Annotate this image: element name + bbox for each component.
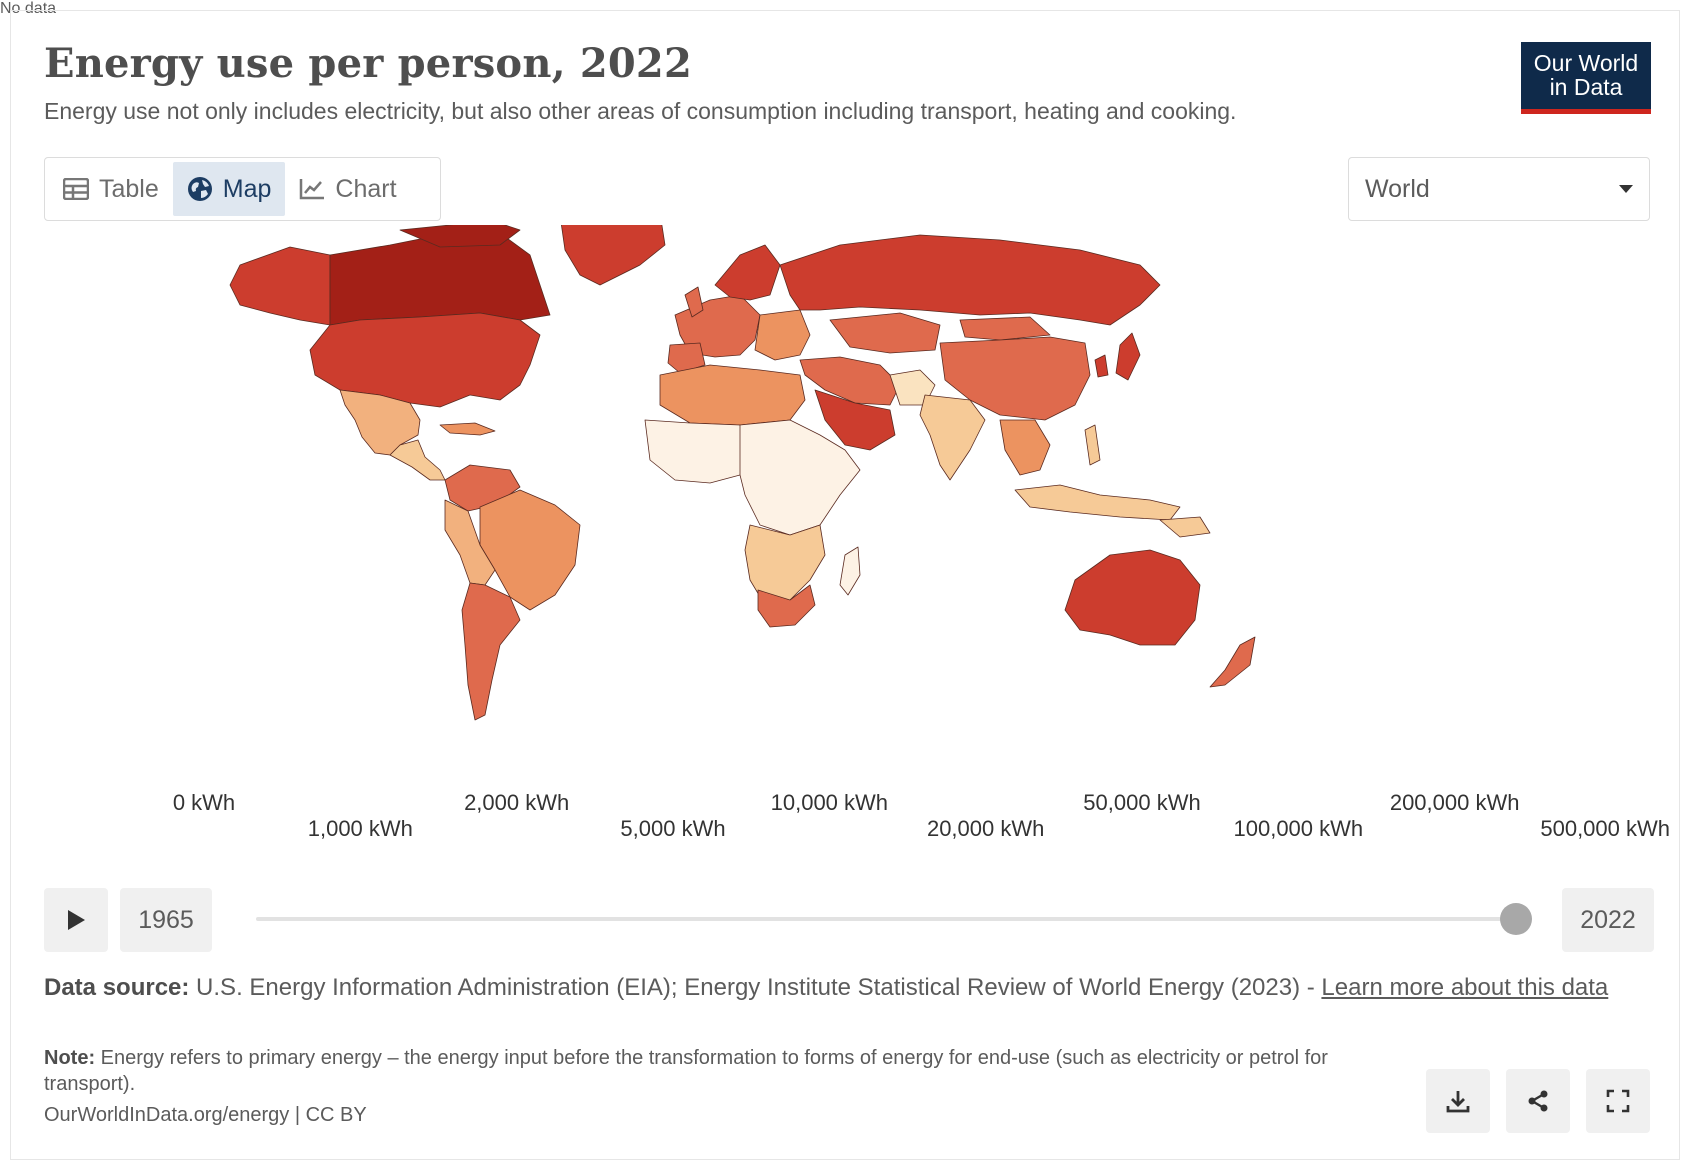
legend-label: 1,000 kWh: [307, 816, 413, 841]
legend-label: 100,000 kWh: [1233, 816, 1364, 841]
owid-logo[interactable]: Our World in Data: [1521, 42, 1651, 114]
note-text: Energy refers to primary energy – the en…: [44, 1047, 1328, 1095]
view-tabs: Table Map Chart: [44, 157, 441, 221]
region-kazakhstan[interactable]: [829, 312, 941, 354]
region-philippines[interactable]: [1084, 424, 1101, 466]
region-australia[interactable]: [1064, 549, 1201, 646]
table-icon: [63, 178, 89, 200]
region-japan[interactable]: [1115, 332, 1141, 381]
legend-label: 0 kWh: [172, 790, 236, 815]
learn-more-link[interactable]: Learn more about this data: [1321, 974, 1609, 1001]
region-caribbean[interactable]: [439, 422, 496, 436]
region-russia[interactable]: [779, 234, 1161, 326]
region-china[interactable]: [939, 336, 1091, 421]
source-text: U.S. Energy Information Administration (…: [189, 974, 1322, 1001]
timeline-handle[interactable]: [1500, 903, 1532, 935]
region-afghanistan-pakistan[interactable]: [889, 369, 936, 406]
logo-line-1: Our World: [1533, 50, 1639, 76]
page-title: Energy use per person, 2022: [44, 40, 692, 87]
region-southeast-asia[interactable]: [999, 419, 1051, 476]
timeline-track[interactable]: [256, 917, 1516, 921]
legend-label: 200,000 kWh: [1389, 790, 1520, 815]
region-india[interactable]: [919, 394, 986, 481]
legend-label: 500,000 kWh: [1540, 816, 1670, 841]
region-papua-new-guinea[interactable]: [1159, 516, 1211, 538]
logo-line-2: in Data: [1549, 74, 1623, 100]
download-button[interactable]: [1426, 1069, 1490, 1133]
region-select[interactable]: World: [1348, 157, 1650, 221]
globe-icon: [187, 177, 212, 201]
timeline-start-year[interactable]: 1965: [120, 888, 212, 952]
region-southern-africa[interactable]: [744, 524, 826, 606]
region-south-africa[interactable]: [757, 584, 816, 628]
region-indonesia[interactable]: [1014, 484, 1181, 521]
fullscreen-icon: [1606, 1089, 1630, 1113]
world-map[interactable]: [100, 225, 1560, 785]
tab-table[interactable]: Table: [49, 162, 173, 216]
share-button[interactable]: [1506, 1069, 1570, 1133]
region-central-america[interactable]: [389, 439, 446, 481]
region-arabia[interactable]: [814, 389, 896, 451]
tab-chart[interactable]: Chart: [285, 162, 410, 216]
region-alaska[interactable]: [229, 246, 331, 326]
region-arctic-islands[interactable]: [399, 225, 521, 248]
region-mongolia[interactable]: [959, 316, 1051, 341]
legend-bins: 0 kWh 2,000 kWh 10,000 kWh 50,000 kWh 200,00…: [0, 18, 1682, 841]
region-turkey-iran[interactable]: [799, 356, 901, 406]
note-label: Note:: [44, 1047, 96, 1069]
data-note: Note: Energy refers to primary energy – …: [44, 1045, 1374, 1097]
chart-frame: [10, 10, 1680, 1160]
region-select-value: World: [1365, 174, 1430, 203]
region-madagascar[interactable]: [839, 546, 861, 596]
chevron-down-icon: [1619, 185, 1633, 193]
download-icon: [1446, 1091, 1470, 1113]
region-korea[interactable]: [1094, 354, 1109, 378]
share-icon: [1528, 1090, 1548, 1112]
region-eastern-europe[interactable]: [754, 309, 811, 361]
region-west-africa[interactable]: [644, 419, 756, 484]
source-url[interactable]: OurWorldInData.org/energy | CC BY: [44, 1104, 367, 1126]
region-usa[interactable]: [309, 312, 541, 408]
page-subtitle: Energy use not only includes electricity…: [44, 98, 1237, 124]
source-label: Data source:: [44, 974, 190, 1001]
region-uk[interactable]: [684, 286, 704, 318]
region-southern-cone[interactable]: [461, 582, 521, 721]
tab-chart-label: Chart: [335, 174, 397, 203]
region-new-zealand[interactable]: [1209, 636, 1256, 688]
legend-label: 20,000 kWh: [926, 816, 1045, 841]
legend-label: 50,000 kWh: [1083, 790, 1201, 815]
tab-map[interactable]: Map: [172, 162, 286, 216]
fullscreen-button[interactable]: [1586, 1069, 1650, 1133]
play-icon: [68, 910, 85, 930]
legend-label: 5,000 kWh: [620, 816, 726, 841]
legend-label: 2,000 kWh: [464, 790, 570, 815]
play-button[interactable]: [44, 888, 108, 952]
legend-no-data-label: No data: [0, 0, 57, 17]
legend-label: 10,000 kWh: [770, 790, 889, 815]
region-central-africa[interactable]: [739, 419, 861, 536]
timeline-end-year[interactable]: 2022: [1562, 888, 1654, 952]
line-chart-icon: [300, 179, 325, 200]
data-source: Data source: U.S. Energy Information Adm…: [44, 972, 1654, 1004]
region-scandinavia[interactable]: [714, 244, 781, 301]
region-north-africa[interactable]: [659, 364, 806, 426]
tab-map-label: Map: [222, 174, 272, 203]
tab-table-label: Table: [99, 174, 159, 203]
region-greenland[interactable]: [560, 225, 666, 286]
